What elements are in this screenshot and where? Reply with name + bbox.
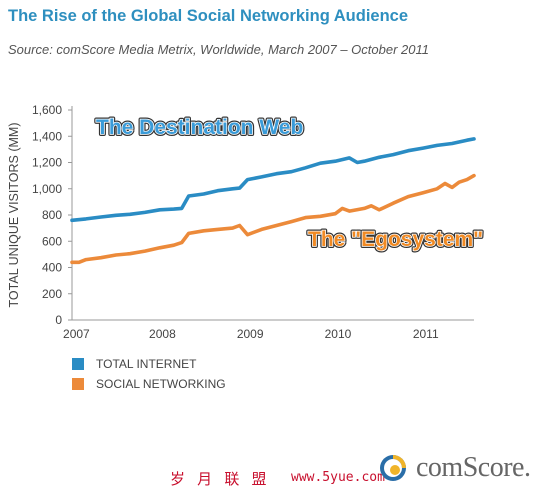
annotation-egosystem: The "Egosystem" xyxy=(308,228,483,251)
comscore-logo-icon xyxy=(380,455,406,481)
legend-swatch-total-internet xyxy=(72,358,84,370)
legend-swatch-social-networking xyxy=(72,378,84,390)
watermark-url: www.5yue.com xyxy=(291,470,385,485)
legend-item-social-networking: SOCIAL NETWORKING xyxy=(72,377,226,391)
series-line-social-networking xyxy=(70,173,476,265)
annotation-egosystem-outline: The "Egosystem" xyxy=(308,228,483,251)
x-tick-label: 2011 xyxy=(413,327,439,341)
y-tick-label: 1,600 xyxy=(32,103,62,117)
line-chart: 0 200 400 600 800 1,000 1,200 1,400 1,600 2007 200… xyxy=(7,103,485,341)
series-line-total-internet xyxy=(70,137,476,223)
x-tick-label: 2008 xyxy=(149,327,176,341)
annotation-destination-web: The Destination Web xyxy=(96,116,303,139)
x-tick-label: 2009 xyxy=(237,327,264,341)
comscore-logo-text: comScore. xyxy=(416,452,531,483)
chart-title: The Rise of the Global Social Networking… xyxy=(8,7,409,25)
y-tick-label: 1,000 xyxy=(32,182,62,196)
y-tick-label: 400 xyxy=(42,261,62,275)
y-tick-label: 0 xyxy=(55,313,62,327)
legend-label-total-internet: TOTAL INTERNET xyxy=(96,357,197,371)
x-tick-label: 2010 xyxy=(325,327,352,341)
y-tick-label: 600 xyxy=(42,234,62,248)
watermark-chinese-text: 岁 月 联 盟 xyxy=(170,471,271,488)
annotation-destination-web-outline: The Destination Web xyxy=(96,116,303,139)
y-tick-label: 1,400 xyxy=(32,129,62,143)
y-tick-label: 200 xyxy=(42,287,62,301)
y-axis-label: TOTAL UNIQUE VISITORS (MM) xyxy=(7,123,21,308)
comscore-logo: comScore. xyxy=(378,452,531,484)
legend-label-social-networking: SOCIAL NETWORKING xyxy=(96,377,226,391)
y-tick-label: 800 xyxy=(42,208,62,222)
chart-subtitle: Source: comScore Media Metrix, Worldwide… xyxy=(8,42,429,57)
x-tick-label: 2007 xyxy=(63,327,90,341)
y-tick-label: 1,200 xyxy=(32,156,62,170)
legend-item-total-internet: TOTAL INTERNET xyxy=(72,357,196,371)
